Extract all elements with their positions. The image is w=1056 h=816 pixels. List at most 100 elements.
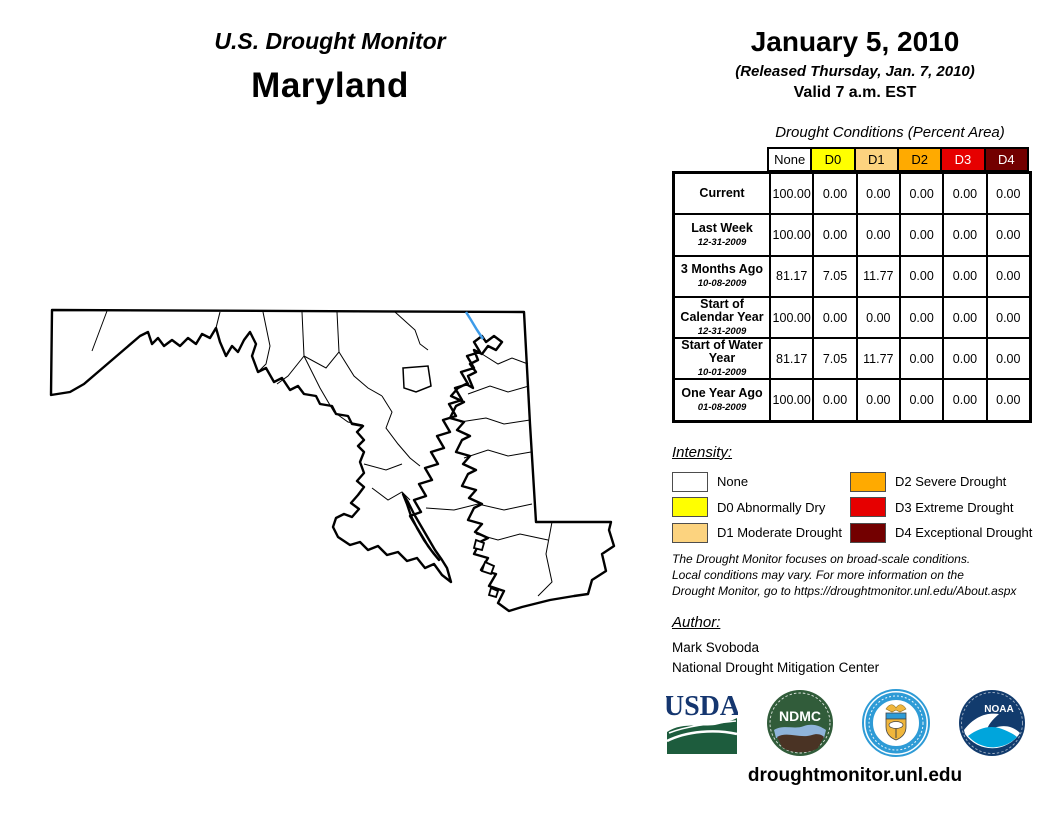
table-row-label: Last Week 12-31-2009 [674,214,770,256]
ndmc-mountains [777,734,824,753]
table-value-cell: 0.00 [943,379,987,421]
commerce-ring-text [868,695,924,751]
report-brand-title: U.S. Drought Monitor [214,28,446,54]
disclaimer-line: The Drought Monitor focuses on broad-sca… [672,552,971,566]
legend-swatch-d1 [672,522,708,543]
table-value-cell: 11.77 [856,255,900,297]
website-url: droughtmonitor.unl.edu [747,765,963,786]
map-date: January 5, 2010 [750,26,960,57]
usda-swoosh-thin [668,720,737,734]
table-value-cell: 0.00 [856,173,900,215]
table-value-cell: 0.00 [813,173,857,215]
table-value-cell: 0.00 [813,214,857,256]
table-value-cell: 7.05 [813,338,857,380]
release-date: (Released Thursday, Jan. 7, 2010) [735,63,975,80]
table-column-none: None [768,148,812,171]
table-value-cell: 0.00 [899,338,944,380]
author-name: Mark Svoboda [672,640,760,655]
valid-time: Valid 7 a.m. EST [793,84,917,101]
table-value-cell: 11.77 [856,338,900,380]
susquehanna-river [464,311,485,340]
table-value-cell: 0.00 [899,296,944,339]
table-row-label: Start of Water Year 10-01-2009 [674,338,770,380]
disclaimer-line: Local conditions may vary. For more info… [672,568,964,582]
usda-logo: USDA [666,691,738,754]
table-value-cell: 0.00 [986,379,1030,421]
legend-item-d1: D1 Moderate Drought [672,520,850,546]
intensity-legend: Intensity: None D0 Abnormally Dry D1 Moder… [672,444,1050,546]
agency-logos: USDA NDMC [666,689,1026,757]
legend-swatch-d0 [672,497,708,518]
table-value-cell: 100.00 [770,214,814,256]
legend-item-d0: D0 Abnormally Dry [672,495,850,521]
table-value-cell: 0.00 [856,379,900,421]
legend-item-d2: D2 Severe Drought [850,469,1050,495]
disclaimer-line: Drought Monitor, go to https://droughtmo… [672,584,1017,598]
legend-item-d4: D4 Exceptional Drought [850,520,1050,546]
commerce-eagle [885,704,907,713]
legend-swatch-d2 [850,471,886,492]
table-row-label: Start of Calendar Year 12-31-2009 [674,296,770,339]
baltimore-city-boundary [402,365,432,393]
table-value-cell: 0.00 [943,214,987,256]
table-value-cell: 0.00 [813,379,857,421]
table-value-cell: 100.00 [770,379,814,421]
table-column-d0: D0 [811,148,855,171]
legend-label: D0 Abnormally Dry [717,499,826,515]
table-value-cell: 0.00 [899,173,944,215]
legend-item-d3: D3 Extreme Drought [850,495,1050,521]
legend-swatch-none [672,471,708,492]
usda-field-shape [667,718,737,754]
table-value-cell: 100.00 [770,173,814,215]
legend-swatch-d4 [850,522,886,543]
table-value-cell: 0.00 [899,255,944,297]
table-value-cell: 7.05 [813,255,857,297]
ndmc-logo-text: NDMC [779,708,821,724]
table-value-cell: 0.00 [943,338,987,380]
table-column-d3: D3 [941,148,985,171]
table-value-cell: 0.00 [986,338,1030,380]
table-value-cell: 0.00 [943,173,987,215]
noaa-wave [968,727,1017,748]
disclaimer-text: The Drought Monitor focuses on broad-sca… [672,551,1016,599]
date-block: January 5, 2010 (Released Thursday, Jan.… [660,26,1050,102]
table-value-cell: 0.00 [899,379,944,421]
legend-label: D3 Extreme Drought [895,499,1014,515]
table-body: Current 100.00 0.00 0.00 0.00 0.00 0.00 Last We… [672,171,1032,423]
table-column-d4: D4 [984,148,1028,171]
table-value-cell: 0.00 [856,296,900,339]
maryland-drought-map [49,308,616,613]
author-block: Author: Mark Svoboda National Drought Mi… [672,614,879,675]
legend-label: D4 Exceptional Drought [895,525,1033,541]
commerce-seal-logo [862,689,930,757]
table-value-cell: 0.00 [986,214,1030,256]
table-value-cell: 0.00 [986,173,1030,215]
page-title-region: Maryland [251,66,409,105]
table-value-cell: 0.00 [986,255,1030,297]
table-value-cell: 0.00 [899,214,944,256]
table-row-label: One Year Ago 01-08-2009 [674,379,770,421]
ndmc-ring-text [769,692,831,754]
table-column-d1: D1 [854,148,898,171]
author-heading: Author: [672,614,721,631]
commerce-shield-chief [885,712,907,720]
legend-items: None D0 Abnormally Dry D1 Moderate Drought… [672,469,1050,546]
table-value-cell: 0.00 [943,255,987,297]
bay-islands [472,538,500,599]
drought-conditions-table: None D0 D1 D2 D3 D4 Current 100.00 0.00 0.00 0.00… [672,147,1032,423]
table-value-cell: 0.00 [856,214,900,256]
table-value-cell: 81.17 [770,255,814,297]
legend-swatch-d3 [850,497,886,518]
table-row-label: 3 Months Ago 10-08-2009 [674,255,770,297]
legend-label: D2 Severe Drought [895,474,1007,490]
table-column-d2: D2 [897,148,942,171]
usda-swoosh [666,730,738,743]
commerce-cloud [888,721,904,729]
table-title: Drought Conditions (Percent Area) [775,124,1005,141]
ndmc-logo: NDMC [767,690,833,756]
noaa-logo-text: NOAA [984,704,1013,715]
legend-label: D1 Moderate Drought [717,525,843,541]
legend-title: Intensity: [672,444,733,461]
table-value-cell: 0.00 [813,296,857,339]
